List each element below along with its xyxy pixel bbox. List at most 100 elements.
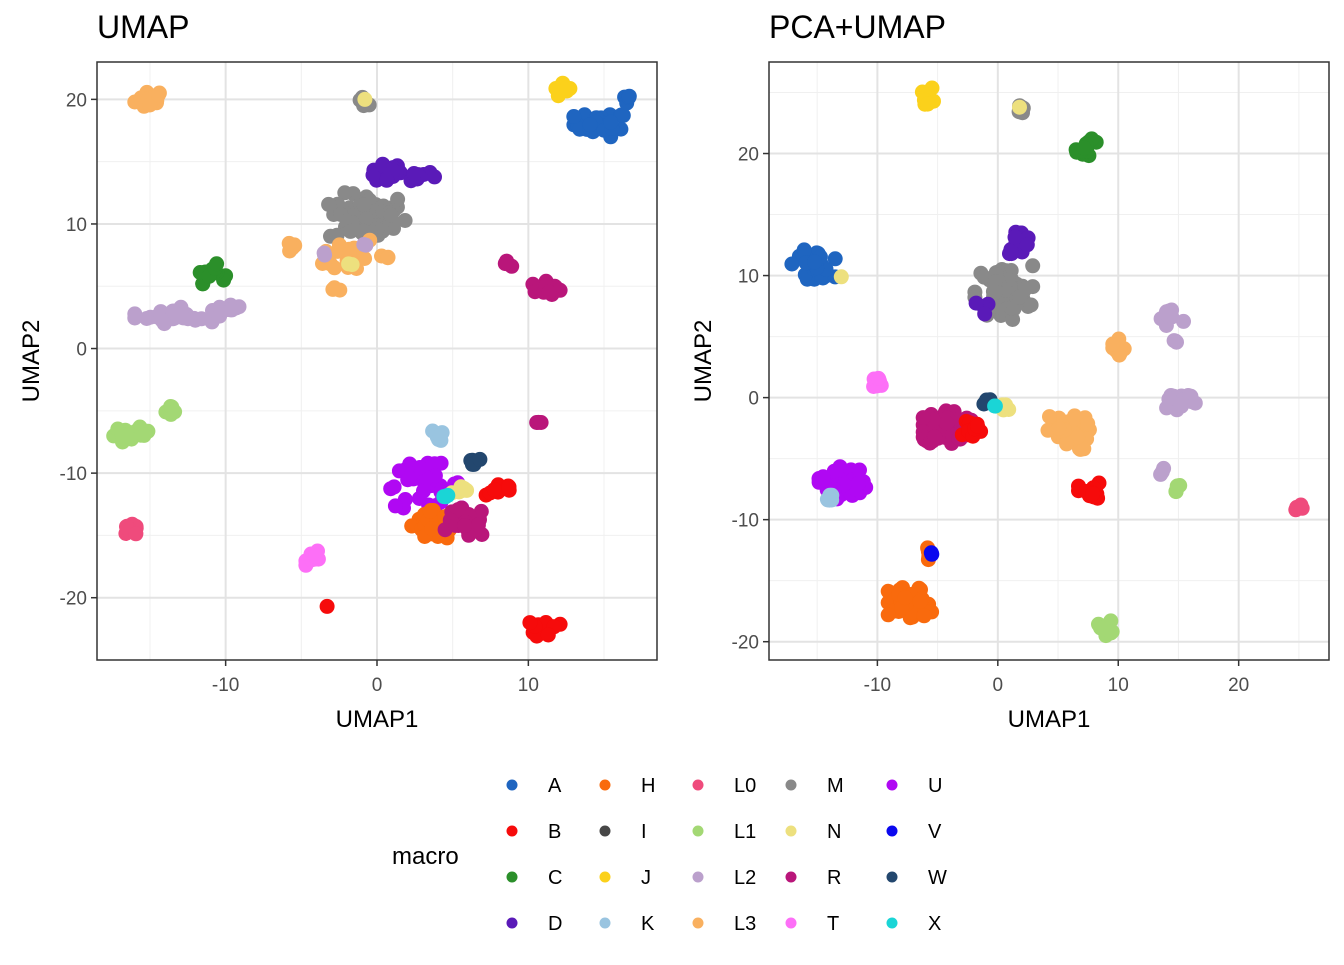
legend-key (785, 825, 797, 837)
points-layer (784, 80, 1310, 644)
legend-key (886, 917, 898, 929)
point-R (915, 410, 931, 426)
point-L3 (1076, 441, 1092, 457)
point-M (359, 211, 374, 226)
legend-label: L2 (734, 867, 756, 889)
point-L2 (127, 306, 143, 322)
point-H (880, 607, 896, 623)
point-U (826, 463, 842, 479)
point-H (916, 608, 932, 624)
legend-key (692, 825, 704, 837)
point-X (987, 398, 1003, 414)
point-B (319, 598, 335, 614)
point-L3 (1111, 347, 1127, 363)
point-D (1019, 237, 1035, 253)
point-B (1085, 486, 1101, 502)
legend-label: T (827, 913, 839, 935)
legend-label: U (928, 775, 942, 797)
point-A (796, 242, 812, 258)
point-D (968, 295, 984, 311)
y-tick-label: -20 (732, 633, 759, 654)
point-L1 (1093, 620, 1109, 636)
point-U (383, 481, 399, 497)
legend-label: M (827, 775, 844, 797)
point-L1 (136, 427, 152, 443)
point-N (459, 482, 475, 498)
y-tick-label: 10 (66, 215, 87, 236)
point-L3 (1105, 336, 1121, 352)
point-L1 (167, 404, 183, 420)
point-H (424, 521, 440, 537)
point-M (397, 213, 413, 228)
legend-item-D: D (506, 913, 562, 935)
legend-key (599, 871, 611, 883)
point-M (1012, 289, 1028, 305)
legend-item-V: V (886, 821, 942, 843)
legend-label: L3 (734, 913, 756, 935)
point-W (472, 451, 488, 467)
legend-item-C: C (506, 867, 562, 889)
legend-key (506, 917, 518, 929)
legend-item-A: A (506, 775, 562, 797)
point-L1 (1170, 478, 1186, 494)
legend-key (692, 917, 704, 929)
point-M (356, 197, 372, 213)
point-L3 (327, 260, 342, 276)
point-L3 (1042, 409, 1057, 425)
x-tick-label: -10 (212, 675, 239, 696)
legend-item-M: M (785, 775, 844, 797)
point-A (566, 109, 582, 124)
legend-label: N (827, 821, 841, 843)
point-B (501, 479, 517, 495)
point-L0 (128, 526, 144, 542)
legend-key (785, 871, 797, 883)
point-C (1076, 140, 1092, 156)
legend-item-L3: L3 (692, 913, 756, 935)
point-M (987, 284, 1003, 300)
legend-key (506, 871, 518, 883)
point-T (308, 548, 324, 563)
point-J (920, 96, 936, 112)
point-H (897, 590, 913, 606)
point-A (621, 88, 637, 104)
point-L0 (1294, 500, 1310, 516)
point-L2 (1169, 334, 1184, 350)
legend-item-H: H (599, 775, 655, 797)
point-K (820, 492, 836, 508)
x-axis-label: UMAP1 (336, 706, 419, 733)
legend: macro A B C D H I J K L0 L1 L2 L3 M N R T U V W X (392, 775, 947, 935)
legend-item-R: R (785, 867, 841, 889)
legend-key (506, 779, 518, 791)
point-T (870, 370, 886, 386)
point-L2 (1153, 466, 1169, 482)
point-R (927, 429, 943, 445)
point-R (473, 503, 489, 519)
legend-label: H (641, 775, 655, 797)
legend-label: X (928, 913, 941, 935)
point-L3 (281, 235, 297, 251)
legend-key (599, 825, 611, 837)
point-R (498, 255, 514, 271)
legend-item-B: B (506, 821, 561, 843)
point-L3 (142, 97, 158, 113)
point-X (436, 489, 452, 505)
point-L1 (119, 428, 135, 444)
x-tick-label: 0 (372, 675, 383, 696)
point-A (807, 254, 823, 270)
point-L2 (1176, 313, 1191, 329)
y-tick-label: 10 (738, 267, 759, 288)
point-N (833, 269, 849, 285)
legend-label: C (548, 867, 562, 889)
point-R (533, 415, 549, 430)
legend-key (599, 779, 611, 791)
point-L3 (329, 243, 345, 259)
point-B (522, 615, 538, 631)
legend-key (692, 871, 704, 883)
point-A (603, 114, 619, 130)
legend-key (886, 825, 898, 837)
point-H (912, 593, 928, 609)
legend-key (886, 871, 898, 883)
point-V (923, 545, 939, 561)
point-N (1012, 99, 1027, 115)
point-D (1003, 242, 1019, 257)
